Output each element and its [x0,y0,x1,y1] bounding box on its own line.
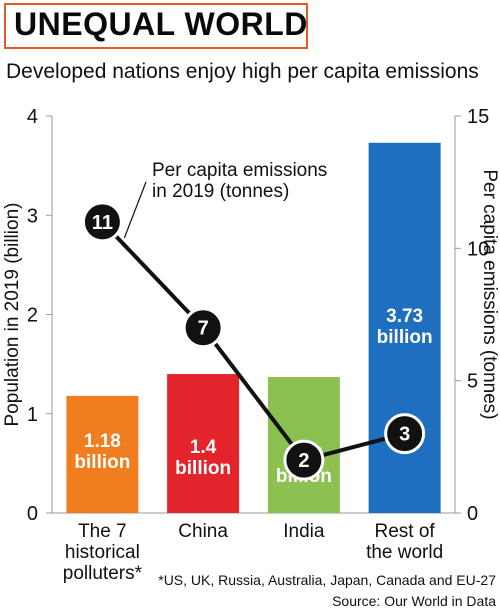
page-title: UNEQUAL WORLD [14,6,308,42]
left-tick-label: 4 [27,106,38,128]
x-tick-label: The 7 [78,521,127,542]
bar [167,374,240,513]
bar-value-label: 1.18 [84,431,121,452]
emissions-marker [81,201,123,243]
right-tick-label: 5 [467,371,478,393]
right-tick-label: 0 [467,503,478,525]
emissions-marker-label: 2 [298,450,309,472]
x-tick-label: China [178,521,228,542]
emissions-marker-label: 11 [92,212,113,234]
bar-value-label: billion [377,327,433,348]
left-tick-label: 1 [27,404,38,426]
source-note: Source: Our World in Data [332,593,496,609]
chart-subtitle: Developed nations enjoy high per capita … [6,60,479,83]
emissions-marker-label: 3 [399,424,410,446]
bar-value-label: 1.4 [190,437,217,458]
emissions-marker [182,307,224,349]
emissions-line [100,220,406,463]
footnote: *US, UK, Russia, Australia, Japan, Canad… [158,572,496,588]
bar-value-label: 3.73 [386,306,423,327]
emissions-marker [384,413,426,455]
left-tick-label: 2 [27,305,38,327]
bar [66,395,139,513]
x-tick-label: India [283,521,325,542]
bar-value-label: billion [175,458,231,479]
right-axis-label: Per capita emissions (tonnes) [479,169,500,419]
left-tick-label: 0 [27,503,38,525]
emissions-marker [283,439,325,481]
x-tick-label: historical [65,542,140,563]
legend-connector [123,181,147,239]
right-tick-label: 10 [467,238,489,260]
left-tick-label: 3 [27,205,38,227]
right-tick-label: 15 [467,106,489,128]
line-legend-label: in 2019 (tonnes) [152,181,289,202]
bar-value-label: billion [74,452,130,473]
x-tick-label: polluters* [63,563,143,584]
header-box [4,3,308,49]
line-legend-label: Per capita emissions [152,160,327,181]
emissions-marker-label: 7 [198,318,209,340]
x-tick-label: Rest of [375,521,436,542]
left-axis-label: Population in 2019 (billion) [2,203,23,427]
x-tick-label: the world [366,542,443,563]
